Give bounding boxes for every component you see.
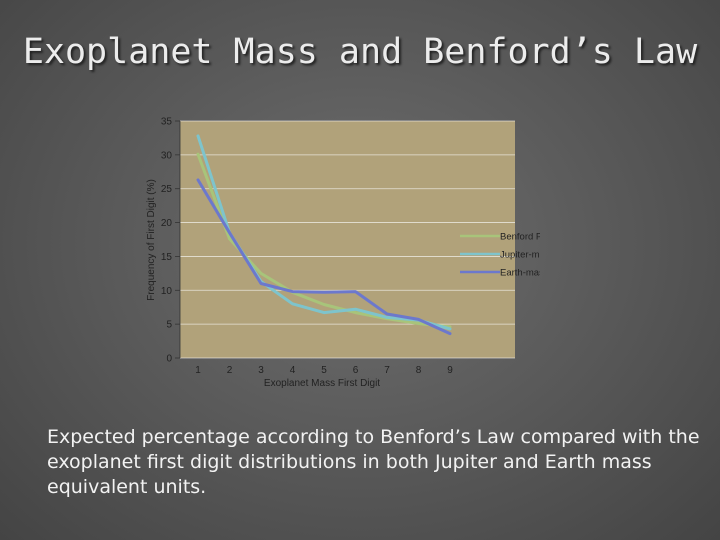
y-tick-labels: 0 5 10 15 20 25 30 35 [161, 117, 173, 365]
y-tick-label: 35 [161, 117, 173, 128]
y-axis-label: Frequency of First Digit (%) [146, 179, 157, 301]
x-tick-label: 1 [195, 365, 201, 376]
slide-caption: Expected percentage according to Benford… [47, 426, 700, 498]
plot-area [180, 121, 515, 358]
gridlines [175, 120, 515, 359]
x-tick-label: 4 [290, 365, 296, 376]
x-axis-label: Exoplanet Mass First Digit [264, 378, 380, 389]
y-tick-label: 10 [161, 286, 173, 297]
slide-title: Exoplanet Mass and Benford’s Law [22, 32, 698, 72]
x-tick-label: 6 [353, 365, 359, 376]
x-tick-label: 2 [227, 365, 233, 376]
legend-label: Jupiter-mass [500, 250, 540, 261]
x-tick-label: 7 [384, 365, 390, 376]
series-line-earth-mass [196, 178, 452, 336]
x-tick-label: 9 [447, 365, 453, 376]
chart: 0 5 10 15 20 25 30 35 1 2 3 4 5 6 7 8 9 Benford P(d) Jup… [140, 108, 555, 393]
y-tick-label: 5 [166, 320, 172, 331]
chart-svg: 0 5 10 15 20 25 30 35 1 2 3 4 5 6 7 8 9 Benford P(d) Jup… [146, 117, 555, 390]
x-tick-labels: 1 2 3 4 5 6 7 8 9 [195, 365, 453, 376]
y-tick-label: 25 [161, 184, 173, 195]
y-tick-label: 20 [161, 218, 173, 229]
x-tick-label: 8 [416, 365, 422, 376]
y-tick-label: 15 [161, 252, 173, 263]
x-tick-label: 3 [258, 365, 264, 376]
series-lines [196, 134, 452, 336]
y-tick-label: 0 [166, 354, 172, 365]
x-tick-label: 5 [321, 365, 327, 376]
legend-label: Earth-mass [500, 268, 540, 279]
y-tick-label: 30 [161, 150, 173, 161]
legend-label: Benford P(d) [500, 232, 540, 243]
legend: Benford P(d) Jupiter-mass Earth-mass [460, 232, 555, 279]
